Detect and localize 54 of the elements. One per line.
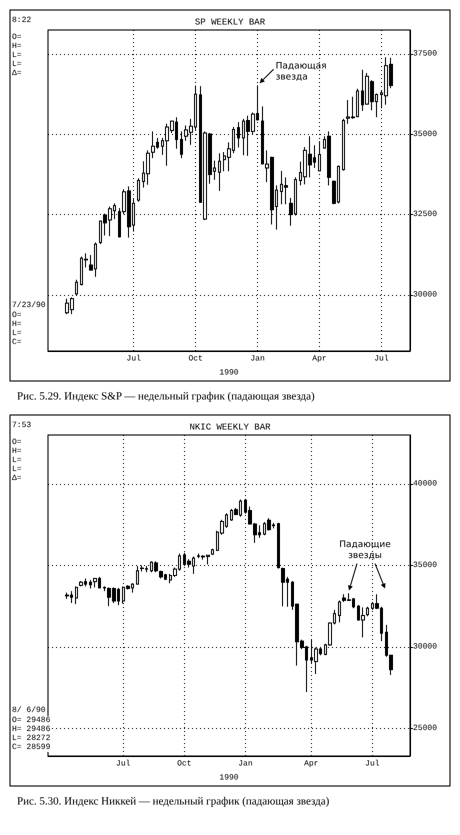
x-tick-label: Jul [365, 760, 380, 768]
candlestick [89, 580, 92, 589]
candlestick [79, 580, 83, 587]
candlestick [136, 566, 139, 586]
x-tick-label: Oct [188, 354, 203, 364]
text: O= H= L= L= Δ= [12, 33, 22, 78]
candlestick [151, 130, 155, 159]
text: Рис. 5.29. Индекс S&P — недельный график (падающая звезда) [17, 390, 315, 402]
candlestick [267, 518, 271, 532]
y-tick-label: 37500 [413, 50, 438, 59]
candlestick [318, 140, 321, 172]
x-axis-title: 1990 [219, 774, 239, 782]
candlestick [65, 592, 69, 600]
annotation: Падающие звезды [339, 540, 392, 562]
y-tick-label: 30000 [413, 290, 438, 300]
y-tick-label: 35000 [413, 130, 438, 139]
x-tick-label: Jul [116, 760, 131, 768]
candlestick [366, 606, 369, 617]
chart-title: SP WEEKLY BAR [194, 18, 266, 28]
text: 8/ 6/90 [12, 706, 46, 715]
x-tick-label: Jul [126, 354, 142, 364]
x-tick-label: Oct [177, 760, 192, 768]
y-tick-label: 30000 [413, 642, 438, 652]
annotation: Падающая звезда [276, 62, 327, 83]
text: O= H= L= C= [12, 311, 22, 347]
text: 8:22 [12, 16, 32, 25]
chart-title: NKIC WEEKLY BAR [189, 422, 272, 432]
x-tick-label: Apr [304, 760, 319, 768]
x-tick-label: Jan [250, 354, 265, 364]
text: O= 29486 H= 29486 L= 28272 C= 28599 [12, 716, 51, 752]
candlestick [154, 560, 158, 573]
y-tick-label: 25000 [413, 724, 438, 733]
candlestick [338, 600, 341, 623]
x-tick-label: Jan [238, 760, 253, 768]
y-tick-label: 40000 [413, 479, 438, 488]
candlestick [93, 577, 97, 588]
candlestick [211, 548, 214, 556]
text: 7/23/90 [12, 301, 46, 310]
candlestick [146, 150, 150, 186]
candlestick [327, 130, 331, 186]
y-tick-label: 32500 [413, 210, 438, 220]
candlestick [75, 586, 78, 605]
candlestick [361, 606, 365, 638]
candlestick [281, 567, 285, 607]
text: 7:53 [12, 421, 32, 430]
y-tick-label: 35000 [413, 560, 438, 570]
candlestick [218, 152, 221, 192]
text: Рис. 5.30. Индекс Никкей — недельный график (падающая звезда) [17, 796, 330, 808]
x-tick-label: Jul [374, 354, 389, 364]
candlestick [137, 178, 140, 202]
x-axis-title: 1990 [219, 368, 239, 378]
candlestick [159, 570, 163, 580]
text: O= H= L= L= Δ= [12, 438, 22, 483]
x-tick-label: Apr [312, 354, 327, 364]
